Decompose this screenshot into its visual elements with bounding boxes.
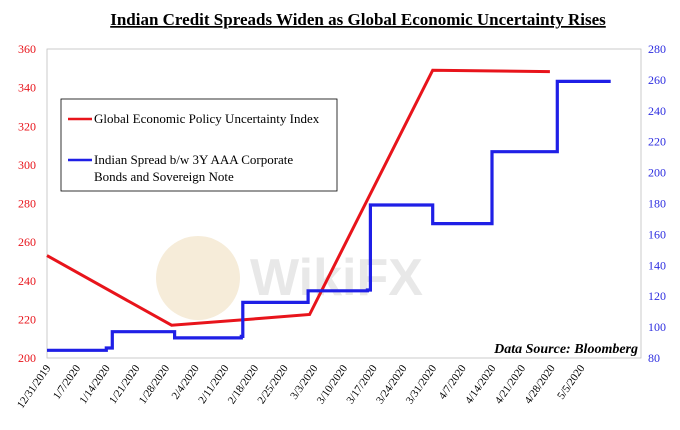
legend-label-spread-line2: Bonds and Sovereign Note	[94, 169, 234, 184]
x-tick-label: 1/28/2020	[137, 362, 173, 406]
legend-label-uncertainty: Global Economic Policy Uncertainty Index	[94, 111, 320, 126]
series-layer	[46, 68, 611, 352]
legend-label-spread-line1: Indian Spread b/w 3Y AAA Corporate	[94, 152, 293, 167]
left-tick-label: 240	[18, 274, 36, 288]
x-tick-label: 4/7/2020	[437, 362, 470, 401]
left-tick-label: 260	[18, 235, 36, 249]
x-tick-label: 12/31/2019	[15, 362, 54, 410]
right-tick-label: 180	[648, 197, 666, 211]
right-tick-label: 160	[648, 227, 666, 241]
plot-area	[46, 48, 642, 359]
left-tick-label: 320	[18, 119, 36, 133]
left-tick-label: 300	[18, 158, 36, 172]
watermark-logo-icon	[156, 236, 240, 320]
right-axis-ticks: 80 100 120 140 160 180 200 220 240 260 280	[648, 42, 666, 365]
legend-label-spread: Indian Spread b/w 3Y AAA Corporate Bonds…	[94, 152, 296, 184]
legend: Global Economic Policy Uncertainty Index…	[60, 98, 338, 192]
right-tick-label: 80	[648, 351, 660, 365]
x-tick-label: 5/5/2020	[555, 362, 588, 401]
right-tick-label: 100	[648, 320, 666, 334]
right-tick-label: 140	[648, 258, 666, 272]
data-source-note: Data Source: Bloomberg	[493, 342, 638, 357]
x-axis-ticks: 12/31/20191/7/20201/14/20201/21/20201/28…	[15, 362, 588, 410]
right-tick-label: 200	[648, 166, 666, 180]
left-tick-label: 280	[18, 197, 36, 211]
left-tick-label: 200	[18, 351, 36, 365]
x-tick-label: 4/28/2020	[522, 362, 558, 406]
right-tick-label: 240	[648, 104, 666, 118]
x-tick-label: 2/25/2020	[255, 362, 291, 406]
left-tick-label: 360	[18, 42, 36, 56]
legend-box	[60, 98, 338, 192]
right-tick-label: 120	[648, 289, 666, 303]
series-line-spread	[47, 79, 611, 352]
x-tick-label: 3/31/2020	[404, 362, 440, 406]
chart-title: Indian Credit Spreads Widen as Global Ec…	[110, 10, 606, 29]
right-tick-label: 280	[648, 42, 666, 56]
right-tick-label: 260	[648, 73, 666, 87]
x-tick-label: 2/4/2020	[170, 362, 203, 401]
x-tick-label: 3/3/2020	[288, 362, 321, 401]
left-tick-label: 340	[18, 81, 36, 95]
right-tick-label: 220	[648, 135, 666, 149]
left-axis-ticks: 200 220 240 260 280 300 320 340 360	[18, 42, 36, 365]
series-line-uncertainty	[46, 68, 550, 327]
x-tick-label: 1/7/2020	[51, 362, 84, 401]
left-tick-label: 220	[18, 312, 36, 326]
watermark: WikiFX	[156, 236, 423, 320]
